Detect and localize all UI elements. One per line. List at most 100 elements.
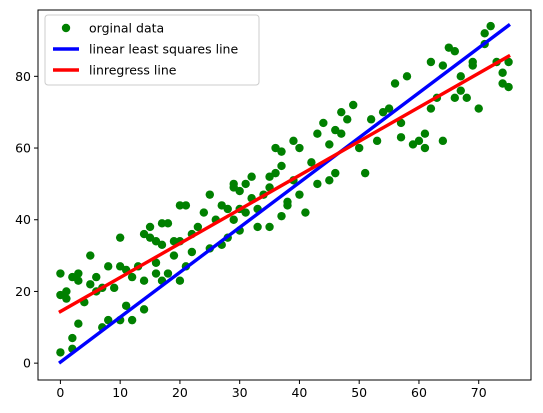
legend-frame bbox=[44, 14, 260, 86]
scatter-point bbox=[193, 222, 203, 232]
scatter-point bbox=[241, 179, 250, 189]
scatter-point bbox=[396, 118, 406, 128]
y-tick-label: 40 bbox=[15, 212, 31, 227]
scatter-point bbox=[456, 86, 465, 95]
scatter-point bbox=[325, 140, 334, 149]
scatter-point bbox=[247, 172, 256, 181]
scatter-point bbox=[86, 280, 95, 289]
y-tick-label: 20 bbox=[15, 284, 31, 299]
scatter-point bbox=[68, 333, 77, 343]
scatter-point bbox=[104, 262, 113, 271]
x-tick-label: 10 bbox=[112, 385, 128, 400]
x-tick-label: 30 bbox=[232, 385, 248, 400]
scatter-point bbox=[325, 176, 334, 185]
scatter-point bbox=[139, 305, 149, 314]
scatter-point bbox=[62, 294, 71, 303]
scatter-point bbox=[474, 104, 483, 113]
y-tick-label: 80 bbox=[15, 69, 31, 84]
scatter-point bbox=[337, 129, 346, 138]
scatter-point bbox=[331, 168, 340, 178]
scatter-point bbox=[295, 143, 304, 153]
scatter-point bbox=[86, 251, 95, 260]
scatter-point bbox=[74, 269, 83, 278]
x-tick-label: 70 bbox=[471, 385, 487, 400]
scatter-point bbox=[229, 215, 238, 224]
scatter-point bbox=[253, 222, 262, 232]
scatter-point bbox=[163, 219, 173, 228]
scatter-point bbox=[277, 147, 286, 156]
scatter-point bbox=[145, 222, 155, 232]
scatter-point bbox=[277, 211, 286, 221]
scatter-point bbox=[151, 258, 161, 267]
scatter-point bbox=[74, 276, 83, 285]
legend-label: linear least squares line bbox=[89, 42, 238, 57]
scatter-point bbox=[205, 190, 214, 199]
scatter-point bbox=[462, 93, 471, 103]
scatter-point bbox=[307, 158, 316, 167]
scatter-point bbox=[450, 47, 460, 56]
scatter-point bbox=[223, 204, 232, 214]
scatter-point bbox=[157, 240, 167, 250]
series-line-least-squares bbox=[58, 23, 511, 365]
scatter-point bbox=[169, 237, 179, 246]
x-tick-label: 50 bbox=[351, 385, 367, 400]
scatter-point bbox=[175, 276, 185, 285]
scatter-point bbox=[139, 276, 149, 285]
scatter-point bbox=[319, 118, 328, 128]
scatter-point bbox=[92, 272, 101, 282]
scatter-point bbox=[486, 21, 495, 31]
axes: 0 10 20 30 40 50 60 70 0 20 40 60 80 bbox=[15, 9, 532, 400]
scatter-point bbox=[235, 186, 244, 196]
y-tick-label: 0 bbox=[23, 356, 31, 371]
scatter-point bbox=[109, 283, 119, 293]
scatter-point bbox=[384, 104, 394, 113]
scatter-point bbox=[295, 190, 304, 199]
x-tick-label: 40 bbox=[291, 385, 307, 400]
x-tick-label: 60 bbox=[411, 385, 427, 400]
scatter-point bbox=[104, 315, 113, 325]
scatter-point bbox=[313, 129, 322, 138]
scatter-point bbox=[157, 219, 167, 228]
scatter-point bbox=[402, 72, 412, 81]
scatter-point bbox=[450, 93, 460, 103]
legend-marker-scatter bbox=[61, 23, 71, 33]
scatter-point bbox=[349, 100, 358, 110]
scatter-point bbox=[337, 107, 346, 117]
scatter-point bbox=[62, 287, 71, 296]
scatter-point bbox=[271, 168, 280, 178]
plot-area bbox=[56, 21, 513, 365]
legend: orginal data linear least squares line lin… bbox=[44, 14, 260, 86]
legend-label: linregress line bbox=[89, 63, 177, 78]
scatter-point bbox=[438, 136, 448, 146]
scatter-point bbox=[456, 72, 465, 81]
legend-label: orginal data bbox=[89, 21, 164, 36]
scatter-point bbox=[265, 222, 274, 232]
scatter-point bbox=[366, 115, 376, 124]
scatter-point bbox=[127, 272, 137, 282]
scatter-point bbox=[169, 251, 179, 260]
scatter-point bbox=[426, 57, 436, 67]
scatter-point bbox=[127, 315, 137, 325]
scatter-point bbox=[74, 319, 83, 328]
scatter-point bbox=[504, 57, 513, 67]
plot-contents bbox=[56, 21, 513, 365]
scatter-point bbox=[355, 143, 364, 153]
scatter-point bbox=[498, 68, 507, 77]
scatter-point bbox=[121, 301, 131, 310]
scatter-point bbox=[343, 115, 352, 124]
scatter-point bbox=[426, 104, 436, 113]
series-line-linregress bbox=[58, 53, 511, 314]
scatter-point bbox=[187, 247, 197, 257]
scatter-point bbox=[468, 61, 477, 70]
scatter-point bbox=[420, 143, 430, 153]
scatter-point bbox=[420, 129, 430, 138]
axes-frame bbox=[37, 9, 532, 381]
scatter-point bbox=[301, 208, 310, 217]
scatter-point bbox=[115, 233, 125, 242]
scatter-point bbox=[396, 133, 406, 142]
scatter-point bbox=[277, 161, 286, 171]
scatter-point bbox=[151, 269, 161, 278]
scatter-point bbox=[175, 201, 185, 210]
y-tick-label: 60 bbox=[15, 141, 31, 156]
